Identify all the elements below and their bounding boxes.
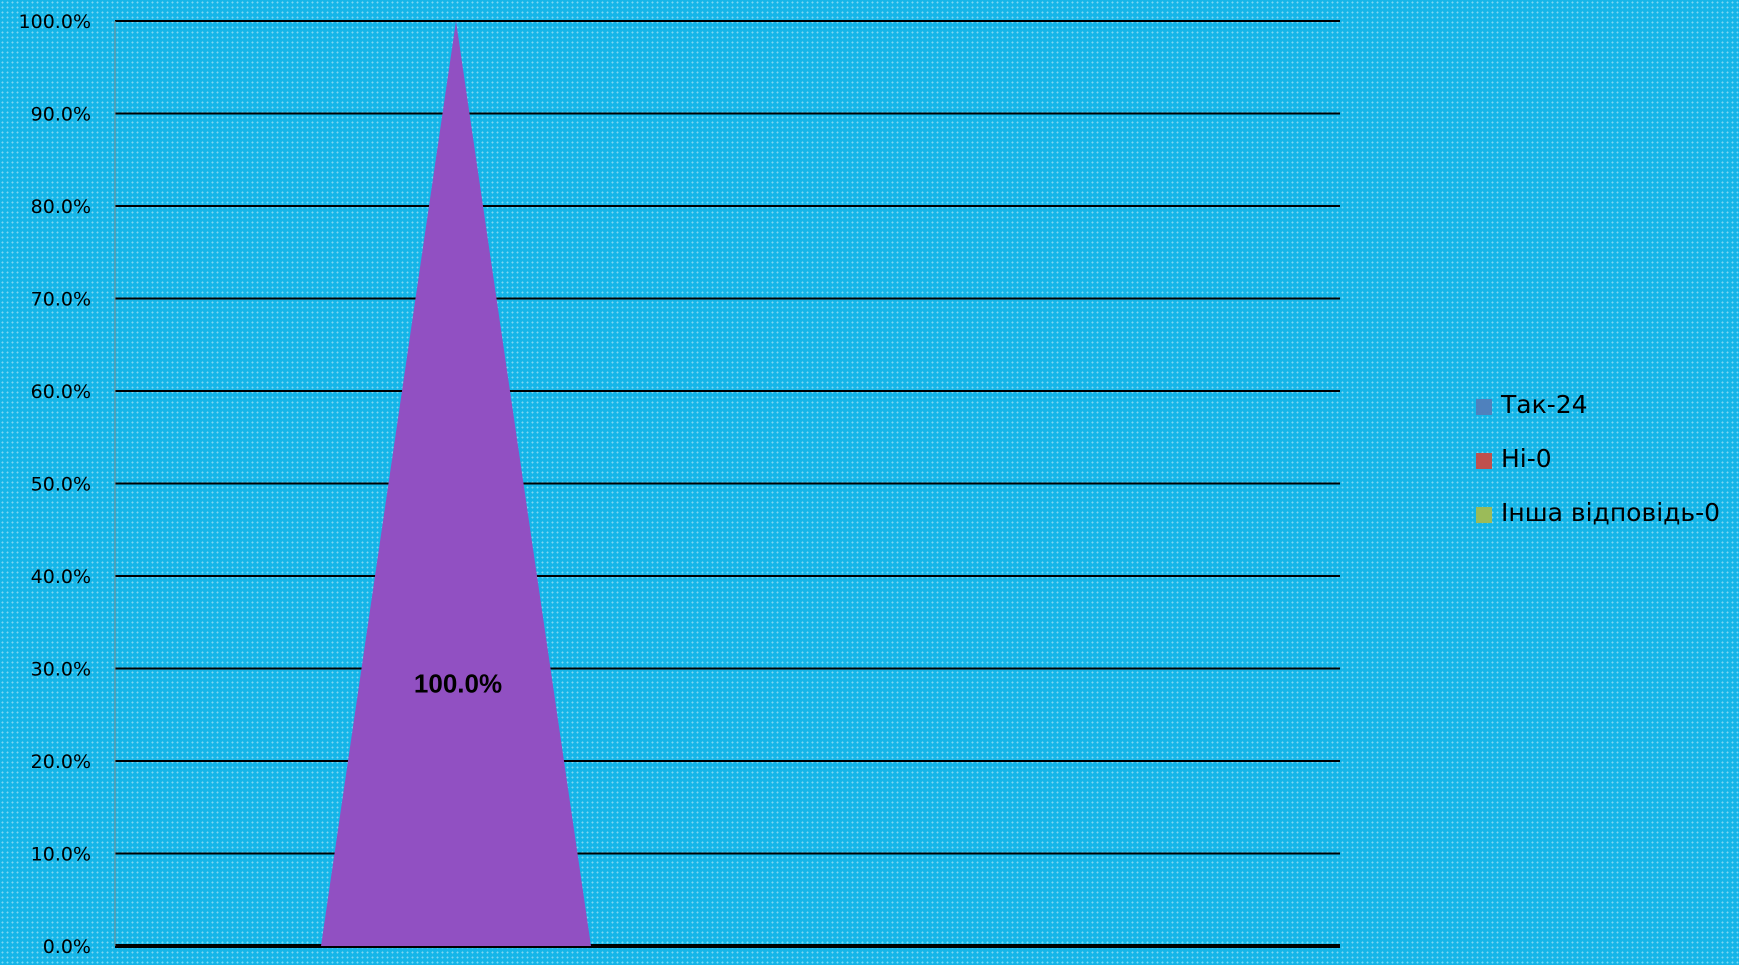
legend-label-insha: Інша відповідь-0 — [1501, 498, 1721, 527]
y-tick-label: 10.0% — [31, 844, 91, 866]
y-tick-label: 30.0% — [31, 659, 91, 681]
legend-swatch-ni — [1476, 453, 1492, 469]
series-mark-0 — [321, 21, 591, 946]
y-tick-label: 0.0% — [43, 936, 91, 958]
gridlines — [115, 20, 1340, 948]
legend-swatch-insha — [1476, 507, 1492, 523]
y-tick-label: 40.0% — [31, 566, 91, 588]
y-tick-label: 60.0% — [31, 381, 91, 403]
data-labels: 100.0% — [414, 669, 502, 699]
y-tick-label: 90.0% — [31, 104, 91, 126]
y-tick-labels: 0.0% 10.0% 20.0% 30.0% 40.0% 50.0% 60.0% 70.0% 8… — [19, 11, 91, 958]
legend-swatch-tak — [1476, 399, 1492, 415]
data-label-0: 100.0% — [414, 669, 502, 699]
y-tick-label: 80.0% — [31, 196, 91, 218]
y-tick-label: 70.0% — [31, 289, 91, 311]
y-tick-label: 50.0% — [31, 474, 91, 496]
legend-label-tak: Так-24 — [1501, 390, 1588, 419]
series-marks — [321, 21, 591, 946]
y-tick-label: 100.0% — [19, 11, 91, 33]
y-tick-label: 20.0% — [31, 751, 91, 773]
legend-label-ni: Ні-0 — [1501, 444, 1552, 473]
